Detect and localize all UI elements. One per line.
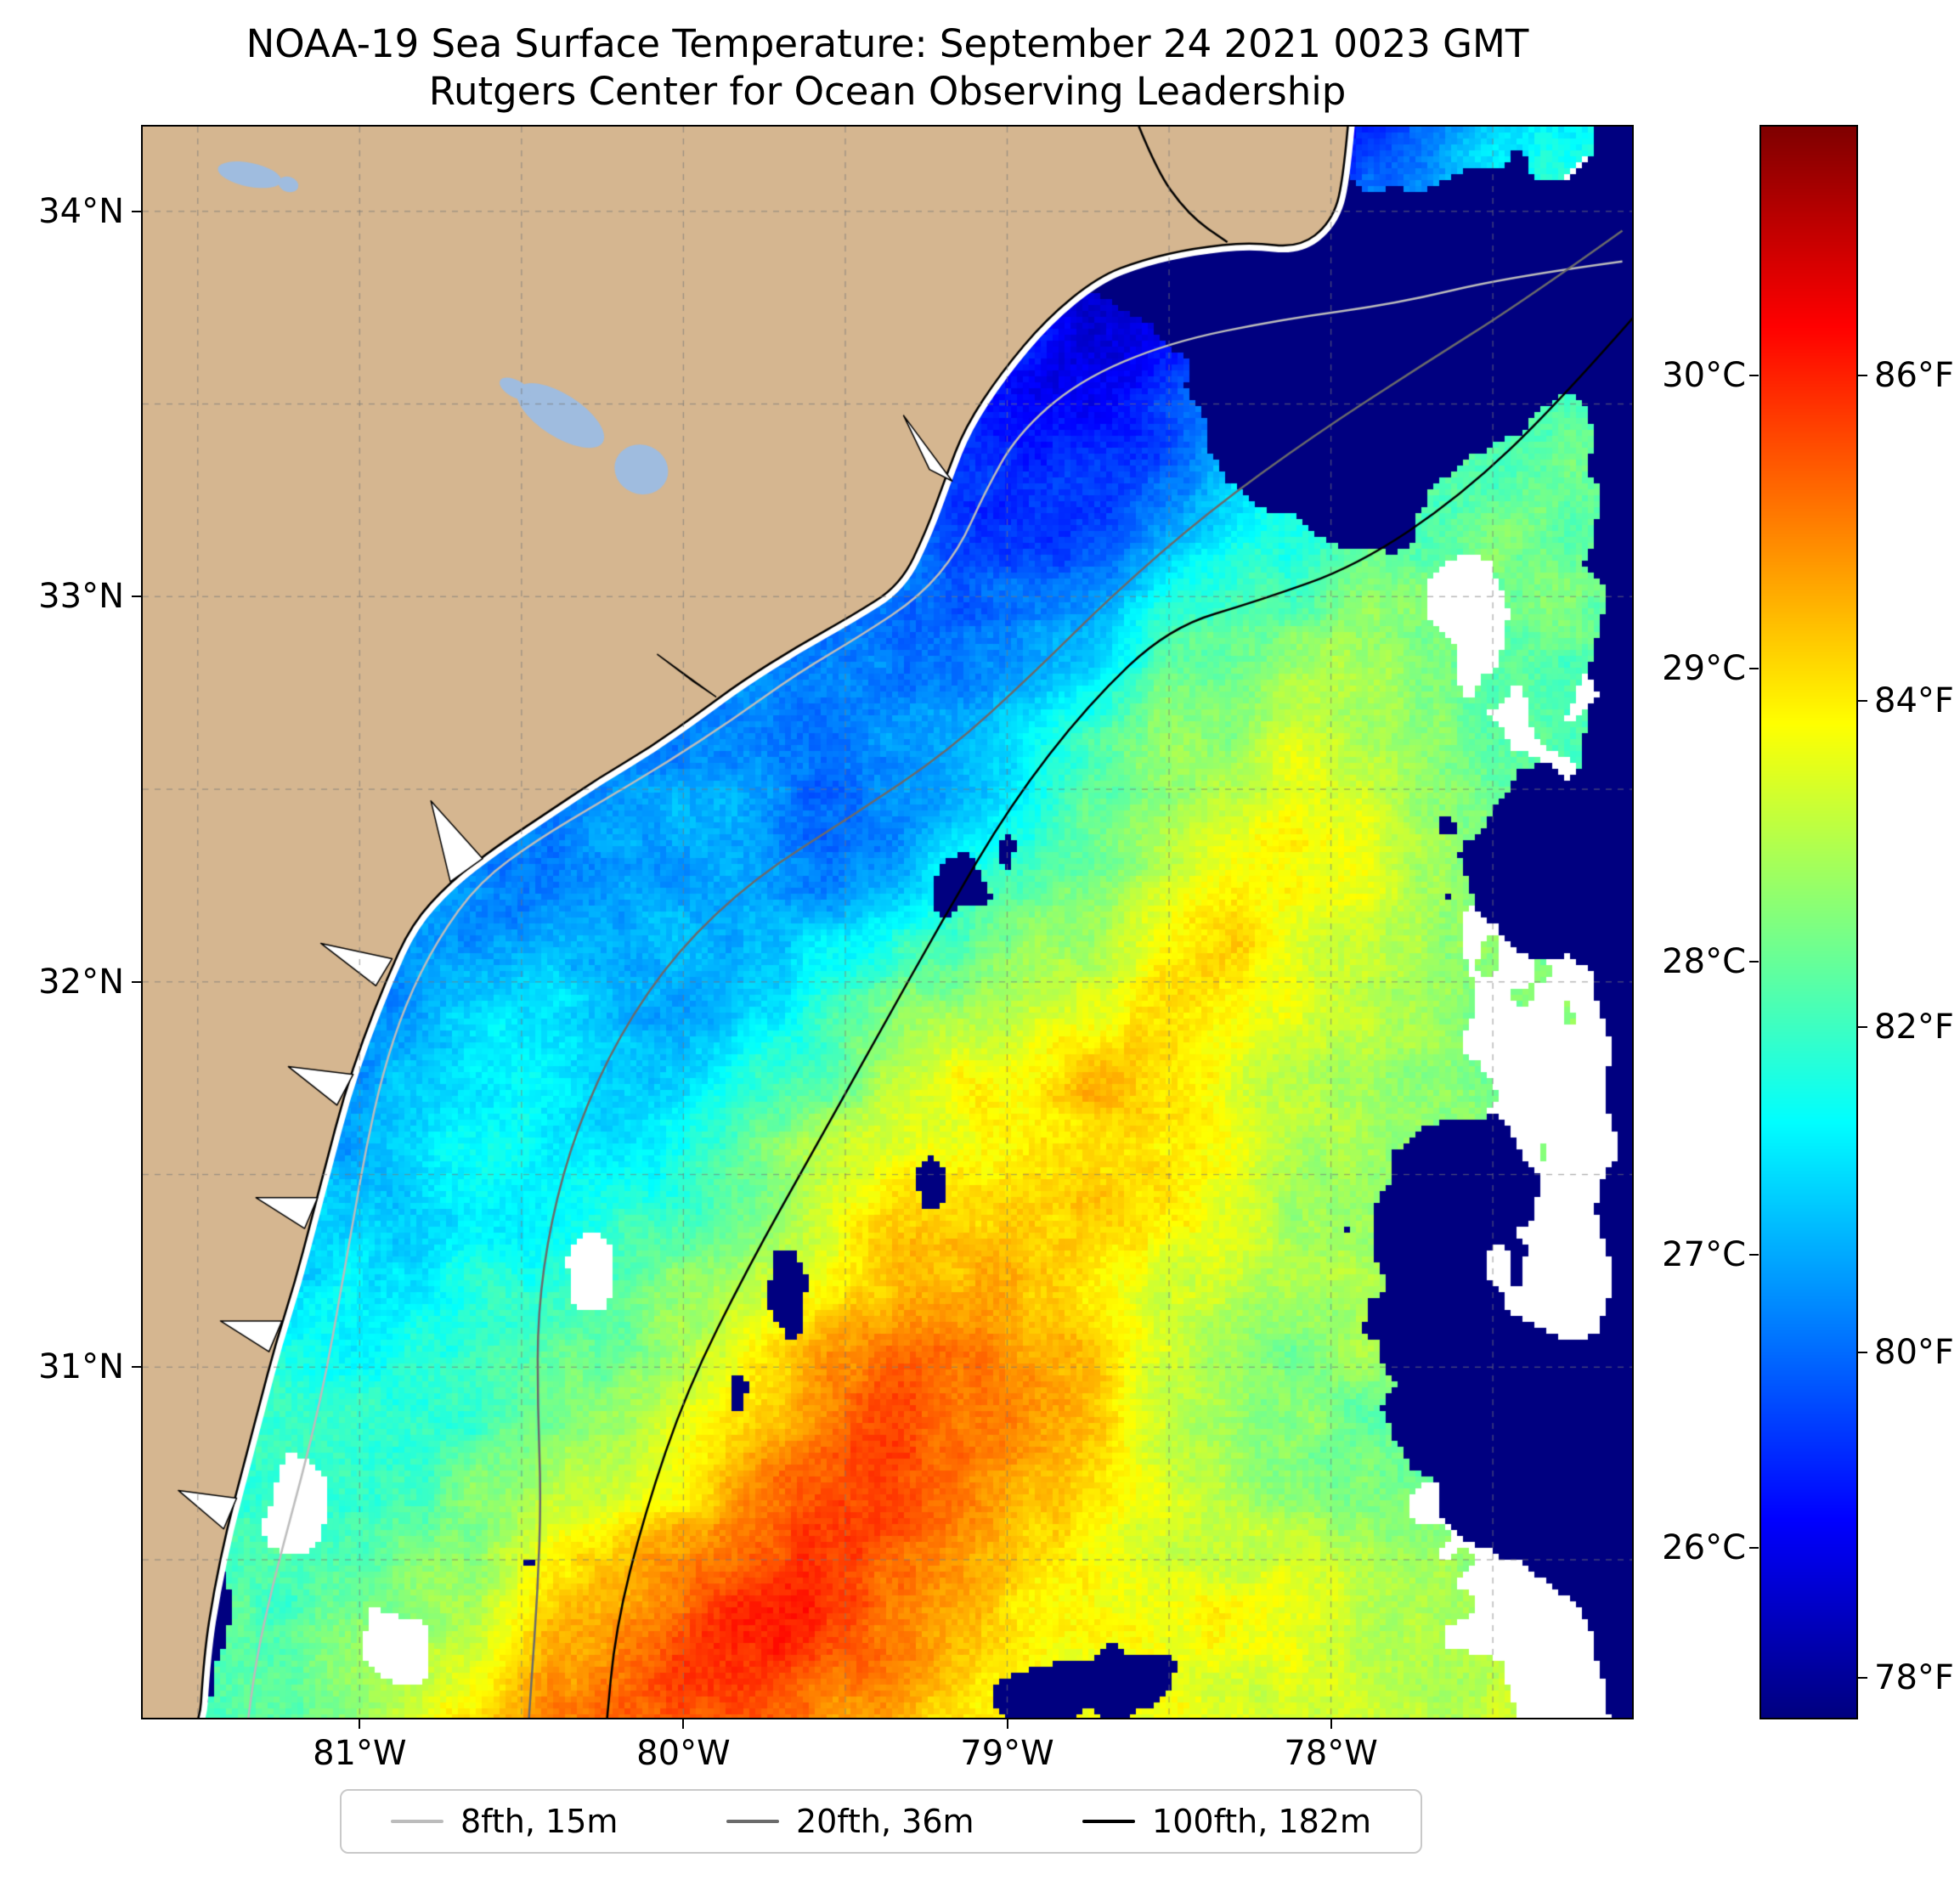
y-tick-mark <box>132 210 141 212</box>
title-line-1: NOAA-19 Sea Surface Temperature: Septemb… <box>246 21 1529 66</box>
colorbar-c-tick-mark <box>1749 375 1759 377</box>
title-line-2: Rutgers Center for Ocean Observing Leade… <box>428 69 1347 114</box>
figure-title: NOAA-19 Sea Surface Temperature: Septemb… <box>143 20 1632 116</box>
colorbar <box>1759 125 1858 1719</box>
legend-item-label: 8fth, 15m <box>460 1803 619 1840</box>
colorbar-fahrenheit-label: 78°F <box>1874 1658 1954 1698</box>
legend-item: 8fth, 15m <box>391 1803 618 1840</box>
x-tick-mark <box>682 1719 685 1729</box>
colorbar-fahrenheit-label: 80°F <box>1874 1332 1954 1372</box>
y-tick-mark <box>132 1366 141 1369</box>
colorbar-f-tick-mark <box>1858 1351 1867 1353</box>
x-tick-mark <box>1006 1719 1008 1729</box>
map-plot-area <box>141 125 1634 1719</box>
colorbar-c-tick-mark <box>1749 668 1759 670</box>
colorbar-gradient <box>1761 127 1856 1718</box>
colorbar-f-tick-mark <box>1858 1677 1867 1680</box>
colorbar-f-tick-mark <box>1858 1025 1867 1028</box>
colorbar-celsius-label: 28°C <box>1662 942 1746 982</box>
colorbar-celsius-label: 29°C <box>1662 649 1746 689</box>
legend-line-swatch <box>726 1820 779 1823</box>
x-tick-label: 78°W <box>1284 1734 1378 1773</box>
y-tick-mark <box>132 596 141 598</box>
colorbar-celsius-label: 26°C <box>1662 1527 1746 1567</box>
colorbar-f-tick-mark <box>1858 700 1867 703</box>
colorbar-fahrenheit-label: 86°F <box>1874 356 1954 396</box>
y-tick-label: 31°N <box>38 1347 124 1387</box>
y-tick-mark <box>132 980 141 983</box>
x-tick-label: 79°W <box>960 1734 1054 1773</box>
colorbar-celsius-label: 30°C <box>1662 356 1746 396</box>
legend: 8fth, 15m 20fth, 36m 100fth, 182m <box>340 1789 1422 1854</box>
sst-map-canvas <box>143 127 1632 1718</box>
colorbar-fahrenheit-label: 84°F <box>1874 681 1954 721</box>
colorbar-c-tick-mark <box>1749 1254 1759 1256</box>
x-tick-mark <box>359 1719 361 1729</box>
y-tick-label: 34°N <box>38 191 124 231</box>
x-tick-label: 81°W <box>313 1734 407 1773</box>
x-tick-label: 80°W <box>636 1734 731 1773</box>
x-tick-mark <box>1330 1719 1332 1729</box>
legend-line-swatch <box>391 1820 443 1823</box>
colorbar-c-tick-mark <box>1749 961 1759 963</box>
legend-item-label: 100fth, 182m <box>1152 1803 1371 1840</box>
legend-line-swatch <box>1082 1820 1136 1823</box>
colorbar-fahrenheit-label: 82°F <box>1874 1007 1954 1047</box>
colorbar-f-tick-mark <box>1858 375 1867 377</box>
colorbar-c-tick-mark <box>1749 1546 1759 1549</box>
y-tick-label: 33°N <box>38 577 124 617</box>
y-tick-label: 32°N <box>38 962 124 1002</box>
legend-item-label: 20fth, 36m <box>795 1803 974 1840</box>
legend-item: 20fth, 36m <box>726 1803 974 1840</box>
colorbar-celsius-label: 27°C <box>1662 1235 1746 1274</box>
legend-item: 100fth, 182m <box>1082 1803 1371 1840</box>
